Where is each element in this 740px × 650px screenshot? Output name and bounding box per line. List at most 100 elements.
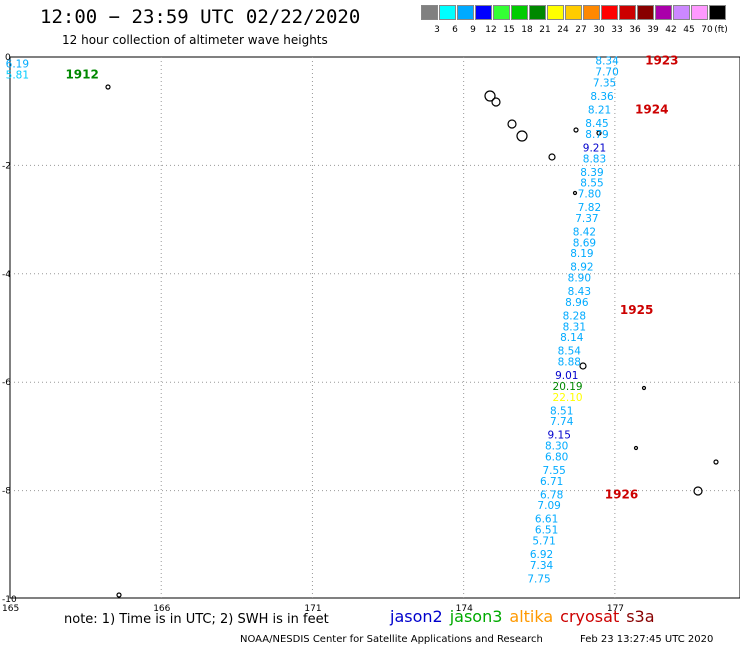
observation-value: 6.80 <box>545 451 568 463</box>
observation-value: 5.81 <box>6 69 29 81</box>
island-outline <box>484 90 496 102</box>
legend-swatch <box>619 5 636 20</box>
page-title: 12:00 − 23:59 UTC 02/22/2020 <box>40 6 361 28</box>
legend-swatch <box>637 5 654 20</box>
observation-value: 8.36 <box>590 91 614 103</box>
satellite-altika: altika <box>509 607 554 626</box>
observation-value: 8.88 <box>558 357 581 369</box>
observation-value: 8.31 <box>563 321 586 333</box>
track-label: 1912 <box>65 67 98 81</box>
legend-label: 9 <box>470 25 476 35</box>
island-outline <box>105 84 111 90</box>
observation-value: 8.96 <box>565 297 589 309</box>
island-outline <box>573 127 579 133</box>
island-outline <box>548 153 556 161</box>
observation-value: 6.61 <box>535 514 558 526</box>
legend-swatch <box>493 5 510 20</box>
lon-tick-label: 171 <box>304 604 321 614</box>
island-outline <box>633 445 639 451</box>
track-label: 1923 <box>645 54 678 68</box>
observation-value: 8.55 <box>580 178 603 190</box>
lat-tick-label: -4 <box>2 270 11 280</box>
lon-tick-label: 174 <box>456 604 473 614</box>
track-label: 1925 <box>620 303 653 317</box>
lat-tick-label: 0 <box>5 53 11 63</box>
island-outline <box>596 130 602 136</box>
legend-label: 3 <box>434 25 440 35</box>
legend-label: 30 <box>593 25 605 35</box>
observation-value: 22.10 <box>553 392 583 404</box>
satellite-s3a: s3a <box>626 607 655 626</box>
observation-value: 7.37 <box>575 213 598 225</box>
observation-value: 7.35 <box>593 77 616 89</box>
island-outline <box>516 130 528 142</box>
observation-value: 8.45 <box>585 118 608 130</box>
legend-swatch <box>547 5 564 20</box>
lat-tick-label: -2 <box>2 161 11 171</box>
observation-value: 8.79 <box>585 129 608 141</box>
legend-swatch <box>691 5 708 20</box>
track-label: 1926 <box>605 487 638 501</box>
footer-note: note: 1) Time is in UTC; 2) SWH is in fe… <box>64 612 329 627</box>
legend-label: 33 <box>611 25 623 35</box>
observation-value: 8.92 <box>570 262 593 274</box>
island-outline <box>572 190 578 196</box>
credit-line: NOAA/NESDIS Center for Satellite Applica… <box>240 634 543 645</box>
island-outlines <box>105 84 719 598</box>
observation-value: 9.15 <box>548 430 571 442</box>
observation-value: 7.74 <box>550 416 574 428</box>
legend-unit: (ft) <box>714 25 728 35</box>
observation-value: 8.19 <box>570 248 593 260</box>
satellite-legend: jason2 jason3 altika cryosat s3a <box>390 607 662 626</box>
observation-value: 8.42 <box>573 226 596 238</box>
island-outline <box>507 119 517 129</box>
observation-value: 9.01 <box>555 370 578 382</box>
lat-tick-label: -8 <box>2 487 11 497</box>
observation-value: 7.09 <box>537 500 560 512</box>
observation-value: 6.78 <box>540 489 563 501</box>
legend-swatch <box>529 5 546 20</box>
observation-value: 8.34 <box>595 56 619 68</box>
observation-values: 6.195.81 8.347.707.35 8.368.21 8.458.799.21… <box>6 56 619 586</box>
page-subtitle: 12 hour collection of altimeter wave hei… <box>62 33 328 47</box>
legend-label: 39 <box>647 25 659 35</box>
lat-tick-label: -6 <box>2 378 11 388</box>
island-outline <box>693 486 703 496</box>
legend-swatch <box>439 5 456 20</box>
observation-value: 7.75 <box>527 573 550 585</box>
island-outline <box>116 592 122 598</box>
observation-value: 8.54 <box>558 346 582 358</box>
legend-label: 70 <box>701 25 713 35</box>
observation-value: 8.43 <box>568 286 591 298</box>
observation-value: 8.21 <box>588 104 611 116</box>
legend-label: 27 <box>575 25 587 35</box>
legend-swatch <box>655 5 672 20</box>
observation-value: 8.28 <box>563 310 586 322</box>
track-labels: 1912 1923 1924 1925 1926 <box>65 54 678 502</box>
legend-label: 45 <box>683 25 695 35</box>
map-grid <box>9 56 740 599</box>
legend-swatch <box>565 5 582 20</box>
observation-value: 7.34 <box>530 560 554 572</box>
legend-swatch <box>421 5 438 20</box>
legend-label: 6 <box>452 25 458 35</box>
legend-swatch <box>709 5 726 20</box>
legend-swatch <box>601 5 618 20</box>
satellite-cryosat: cryosat <box>560 607 620 626</box>
island-outline <box>713 459 719 465</box>
observation-value: 6.51 <box>535 525 558 537</box>
observation-value: 8.90 <box>568 273 591 285</box>
lon-tick-label: 165 <box>2 604 19 614</box>
observation-value: 7.70 <box>595 67 618 79</box>
island-outline <box>641 385 647 391</box>
legend-label: 15 <box>503 25 515 35</box>
generated-timestamp: Feb 23 13:27:45 UTC 2020 <box>580 634 714 645</box>
legend-swatch <box>457 5 474 20</box>
observation-value: 8.69 <box>573 237 596 249</box>
legend-label: 18 <box>521 25 533 35</box>
observation-value: 5.71 <box>532 535 555 547</box>
legend-swatch <box>475 5 492 20</box>
observation-value: 8.30 <box>545 441 568 453</box>
lon-tick-label: 177 <box>607 604 624 614</box>
